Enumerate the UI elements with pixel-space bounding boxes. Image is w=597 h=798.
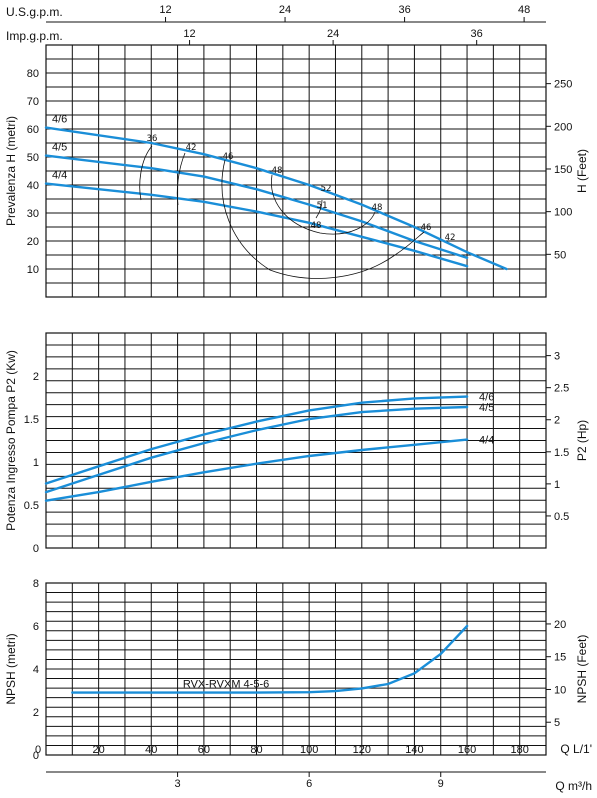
head-ytick-right-label: 100 — [554, 207, 572, 219]
head-ytick-label: 60 — [27, 124, 39, 136]
head-ytick-label: 40 — [27, 180, 39, 192]
imp-gpm-tick-label: 24 — [327, 28, 339, 40]
power-ytick-right-label: 3 — [554, 351, 560, 363]
us-gpm-tick-label: 48 — [518, 4, 530, 16]
npsh-ytick-label: 8 — [33, 578, 39, 590]
head-ytick-label: 10 — [27, 264, 39, 276]
us-gpm-tick-label: 12 — [159, 4, 171, 16]
power-ytick-label: 2 — [33, 371, 39, 383]
power-ytick-right-label: 0.5 — [554, 511, 569, 523]
head-curve-4-5 — [44, 154, 469, 259]
efficiency-label: 46 — [223, 152, 234, 162]
npsh-ytick-label: 6 — [33, 621, 39, 633]
power-panel-frame — [45, 332, 547, 549]
npsh-ytick-right-label: 15 — [554, 652, 566, 664]
head-ylabel-right: H (Feet) — [575, 149, 589, 193]
npsh-curve — [71, 624, 469, 694]
x-tick-label: 160 — [458, 744, 476, 756]
head-ytick-label: 50 — [27, 152, 39, 164]
npsh-ytick-right-label: 10 — [554, 684, 566, 696]
efficiency-label: 48 — [272, 166, 283, 176]
us-gpm-tick-label: 36 — [398, 4, 410, 16]
imp-gpm-label: Imp.g.p.m. — [6, 29, 63, 43]
npsh-panel-frame — [45, 582, 547, 756]
x-tick-label: 180 — [511, 744, 529, 756]
head-ytick-right-label: 150 — [554, 164, 572, 176]
power-ytick-right-label: 1 — [554, 479, 560, 491]
npsh-ylabel-right: NPSH (Feet) — [575, 635, 589, 704]
x-tick-label: 100 — [300, 744, 318, 756]
imp-gpm-tick-label: 12 — [183, 28, 195, 40]
power-ylabel-right: P2 (Hp) — [575, 420, 589, 461]
head-ytick-label: 80 — [27, 68, 39, 80]
m3h-tick-label: 3 — [175, 778, 181, 790]
head-curve-4-6 — [44, 126, 508, 271]
efficiency-label: 52 — [321, 184, 332, 194]
efficiency-label: 36 — [147, 134, 158, 144]
efficiency-label: 48 — [311, 221, 322, 231]
power-ytick-label: 0.5 — [24, 500, 39, 512]
x-axis-title: Q L/1' — [560, 742, 592, 756]
efficiency-iso-line — [221, 159, 425, 279]
head-ylabel: Prevalenza H (metri) — [4, 116, 18, 226]
x-axis2-title: Q m³/h — [555, 779, 592, 793]
power-curve-4-4 — [44, 438, 469, 502]
x-tick-label: 120 — [353, 744, 371, 756]
head-ytick-label: 20 — [27, 236, 39, 248]
power-series-label: 4/6 — [479, 392, 494, 404]
x-tick-label: 80 — [250, 744, 262, 756]
head-series-label: 4/6 — [52, 114, 67, 126]
power-ytick-label: 1.5 — [24, 414, 39, 426]
efficiency-iso-line — [139, 145, 153, 201]
efficiency-label: 51 — [317, 201, 328, 211]
head-ytick-right-label: 50 — [554, 249, 566, 261]
m3h-tick-label: 9 — [438, 778, 444, 790]
npsh-series-label: RVX-RVXM 4-5-6 — [183, 678, 269, 690]
head-ytick-right-label: 250 — [554, 79, 572, 91]
head-series-label: 4/5 — [52, 142, 67, 154]
power-series-label: 4/4 — [479, 435, 494, 447]
head-ytick-right-label: 200 — [554, 121, 572, 133]
head-curve-4-4 — [44, 182, 469, 268]
npsh-ytick-label: 0 — [33, 750, 39, 762]
efficiency-iso-line — [315, 199, 323, 219]
efficiency-label: 42 — [186, 143, 197, 153]
head-series-label: 4/4 — [52, 170, 67, 182]
us-gpm-tick-label: 24 — [279, 4, 291, 16]
npsh-ytick-right-label: 20 — [554, 619, 566, 631]
power-ytick-right-label: 2.5 — [554, 383, 569, 395]
x-tick-label: 140 — [405, 744, 423, 756]
efficiency-iso-line — [176, 152, 186, 206]
x-zero-label: 0 — [35, 744, 41, 756]
efficiency-label: 48 — [372, 203, 383, 213]
power-ytick-right-label: 2 — [554, 415, 560, 427]
us-gpm-label: U.S.g.p.m. — [6, 5, 63, 19]
x-tick-label: 40 — [145, 744, 157, 756]
power-ylabel: Potenza Ingresso Pompa P2 (Kw) — [4, 350, 18, 531]
npsh-ylabel: NPSH (metri) — [4, 633, 18, 704]
power-ytick-right-label: 1.5 — [554, 447, 569, 459]
npsh-ytick-label: 2 — [33, 707, 39, 719]
npsh-ytick-right-label: 5 — [554, 717, 560, 729]
m3h-tick-label: 6 — [306, 778, 312, 790]
power-curve-4-5 — [44, 405, 469, 494]
npsh-ytick-label: 4 — [33, 664, 39, 676]
power-series-label: 4/5 — [479, 402, 494, 414]
power-ytick-label: 0 — [33, 543, 39, 555]
x-tick-label: 60 — [198, 744, 210, 756]
efficiency-label: 42 — [445, 233, 456, 243]
efficiency-iso-line — [271, 174, 376, 235]
efficiency-label: 46 — [421, 223, 432, 233]
power-ytick-label: 1 — [33, 457, 39, 469]
imp-gpm-tick-label: 36 — [471, 28, 483, 40]
head-ytick-label: 70 — [27, 96, 39, 108]
power-curve-4-6 — [44, 395, 469, 485]
x-tick-label: 20 — [93, 744, 105, 756]
head-ytick-label: 30 — [27, 208, 39, 220]
